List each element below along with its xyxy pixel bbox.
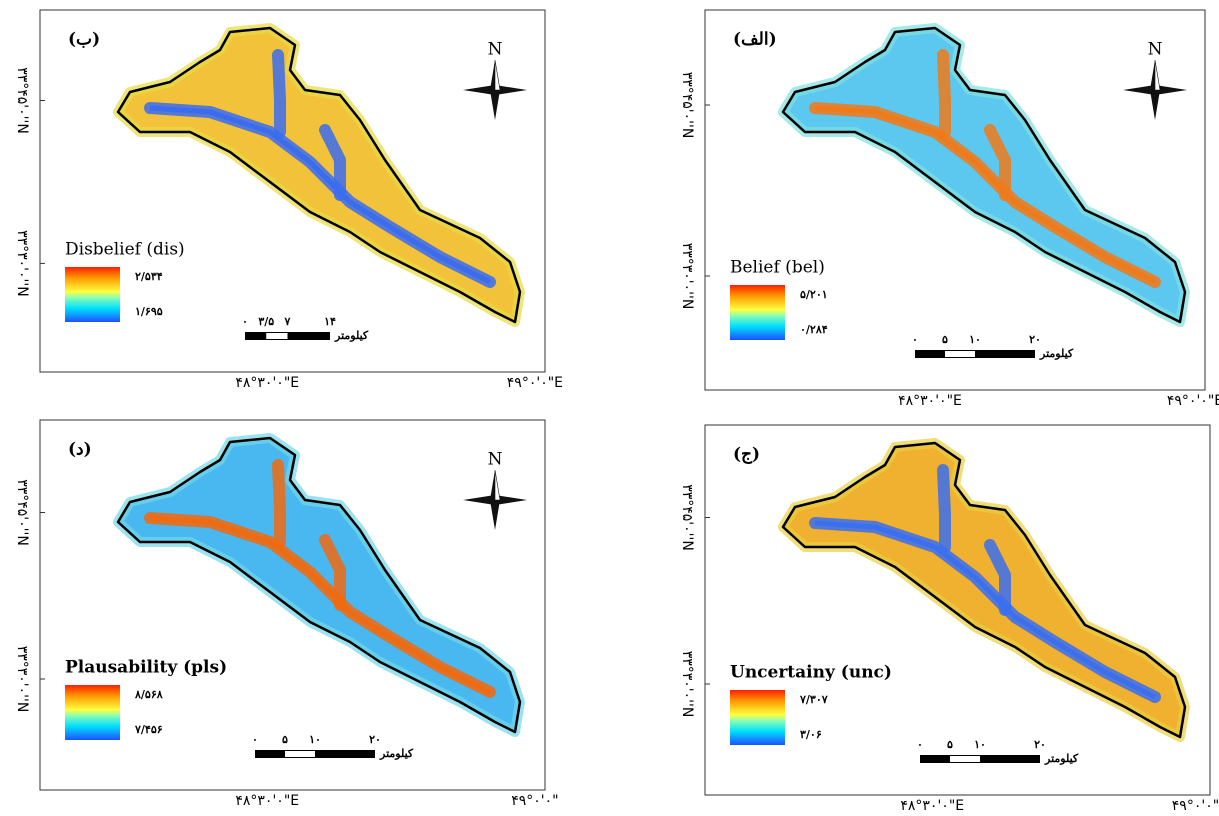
north-arrow: [1154, 59, 1161, 91]
watershed-boundary: [116, 26, 522, 324]
scale-tick-label: ۷: [284, 315, 291, 328]
legend-min: ۳/۰۶: [800, 728, 822, 741]
legend-title: Plausability (pls): [65, 658, 227, 678]
panel-label: (ج): [733, 445, 760, 465]
scale-unit: کیلومتر: [334, 329, 369, 342]
legend-max: ۸/۵۶۸: [134, 688, 163, 701]
scale-tick-label: ۵: [282, 733, 288, 746]
longitude-label: ۴۸°۳۰'۰"E: [898, 393, 962, 409]
scale-tick-label: ۱۰: [974, 738, 986, 751]
watershed-boundary: [781, 26, 1187, 324]
drainage-core: [814, 105, 1157, 285]
legend-max: ۲/۵۳۴: [135, 270, 163, 283]
scale-tick-label: ۲۰: [1029, 333, 1041, 346]
longitude-label: ۴۹°۰'۰"E: [507, 375, 563, 391]
longitude-label: ۴۹°۰'۰": [511, 793, 558, 809]
scale-tick-label: ۵: [942, 333, 948, 346]
map-panel: (ج) Uncertainy (unc) ۷/۳۰۷ ۳/۰۶ ۰ ۵ ۱۰ ۲۰کیلومت…: [679, 424, 1219, 814]
legend-title: Uncertainy (unc): [730, 663, 892, 683]
longitude-label: ۴۸°۳۰'۰"E: [235, 793, 299, 809]
legend-ramp: [65, 685, 120, 740]
latitude-label: ۳۳°۳۰'۰''N: [14, 646, 30, 713]
scale-tick-label: ۲۰: [1034, 738, 1046, 751]
scale-tick-label: ۳/۵: [258, 315, 274, 328]
drainage: [272, 459, 286, 548]
legend-min: ۰/۲۸۴: [800, 323, 828, 336]
scale-tick-label: ۱۴: [324, 315, 336, 328]
drainage: [319, 534, 346, 611]
scale-tick-label: ۱۰: [309, 733, 321, 746]
drainage-core: [149, 515, 492, 695]
legend-max: ۵/۲۰۱: [800, 288, 828, 301]
legend-ramp: [730, 285, 785, 340]
legend-ramp: [65, 267, 120, 322]
drainage: [937, 464, 951, 553]
panel-label: (د): [68, 440, 92, 460]
longitude-label: ۴۸°۳۰'۰"E: [235, 375, 299, 391]
north-arrow: [494, 469, 501, 501]
latitude-label: ۳۳°۳۰'۰''N: [679, 243, 695, 310]
drainage: [272, 49, 286, 138]
drainage: [319, 124, 346, 201]
drainage-core: [814, 520, 1157, 700]
scale-tick-label: ۰: [252, 733, 258, 746]
latitude-label: ۳۳°۳۰'۰''N: [14, 230, 30, 297]
scale-unit: کیلومتر: [379, 747, 414, 760]
panel-label: (الف): [733, 30, 777, 50]
scale-bar: [950, 756, 980, 762]
legend-title: Belief (bel): [730, 258, 825, 278]
legend-min: ۷/۴۵۶: [134, 723, 163, 736]
legend-title: Disbelief (dis): [65, 240, 185, 260]
scale-tick-label: ۰: [912, 333, 918, 346]
north-label: N: [1148, 40, 1163, 60]
latitude-label: ۳۳°۴۵'۰''N: [679, 484, 695, 551]
latitude-label: ۳۳°۴۵'۰''N: [14, 67, 30, 134]
panel-label: (ب): [68, 30, 100, 50]
latitude-label: ۳۳°۴۵'۰''N: [679, 72, 695, 139]
scale-tick-label: ۰: [242, 315, 248, 328]
latitude-label: ۳۳°۴۵'۰''N: [14, 479, 30, 546]
legend-min: ۱/۶۹۵: [135, 305, 163, 318]
legend-ramp: [730, 690, 785, 745]
latitude-label: ۳۳°۳۰'۰''N: [679, 651, 695, 718]
drainage: [984, 539, 1011, 616]
drainage: [984, 124, 1011, 201]
scale-tick-label: ۰: [917, 738, 923, 751]
scale-unit: کیلومتر: [1044, 752, 1079, 765]
drainage-core: [149, 105, 492, 285]
watershed-boundary: [781, 441, 1187, 739]
watershed-boundary: [116, 436, 522, 734]
map-panel: (د) N Plausability (pls) ۸/۵۶۸ ۷/۴۵۶ ۰ ۵ ۱۰ ۲۰کی…: [14, 419, 559, 809]
scale-bar: [945, 351, 975, 357]
legend-max: ۷/۳۰۷: [799, 693, 828, 706]
scale-tick-label: ۲۰: [369, 733, 381, 746]
scale-tick-label: ۵: [947, 738, 953, 751]
longitude-label: ۴۹°۰'۰"E: [1167, 393, 1219, 409]
north-arrow: [494, 59, 501, 91]
north-label: N: [488, 40, 503, 60]
map-panel: (الف) N Belief (bel) ۵/۲۰۱ ۰/۲۸۴ ۰ ۵ ۱۰ ۲۰کیلومت…: [679, 9, 1219, 409]
scale-unit: کیلومتر: [1039, 347, 1074, 360]
scale-bar: [285, 751, 315, 757]
scale-tick-label: ۱۰: [969, 333, 981, 346]
longitude-label: ۴۹°۰'۰"E: [1172, 798, 1219, 812]
north-label: N: [488, 450, 503, 470]
map-panel: (ب) N Disbelief (dis) ۲/۵۳۴ ۱/۶۹۵ ۰ ۳/۵ ۷ ۱۴کیلو…: [14, 9, 563, 391]
scale-bar: [266, 333, 288, 339]
drainage: [937, 49, 951, 138]
longitude-label: ۴۸°۳۰'۰"E: [900, 798, 964, 812]
